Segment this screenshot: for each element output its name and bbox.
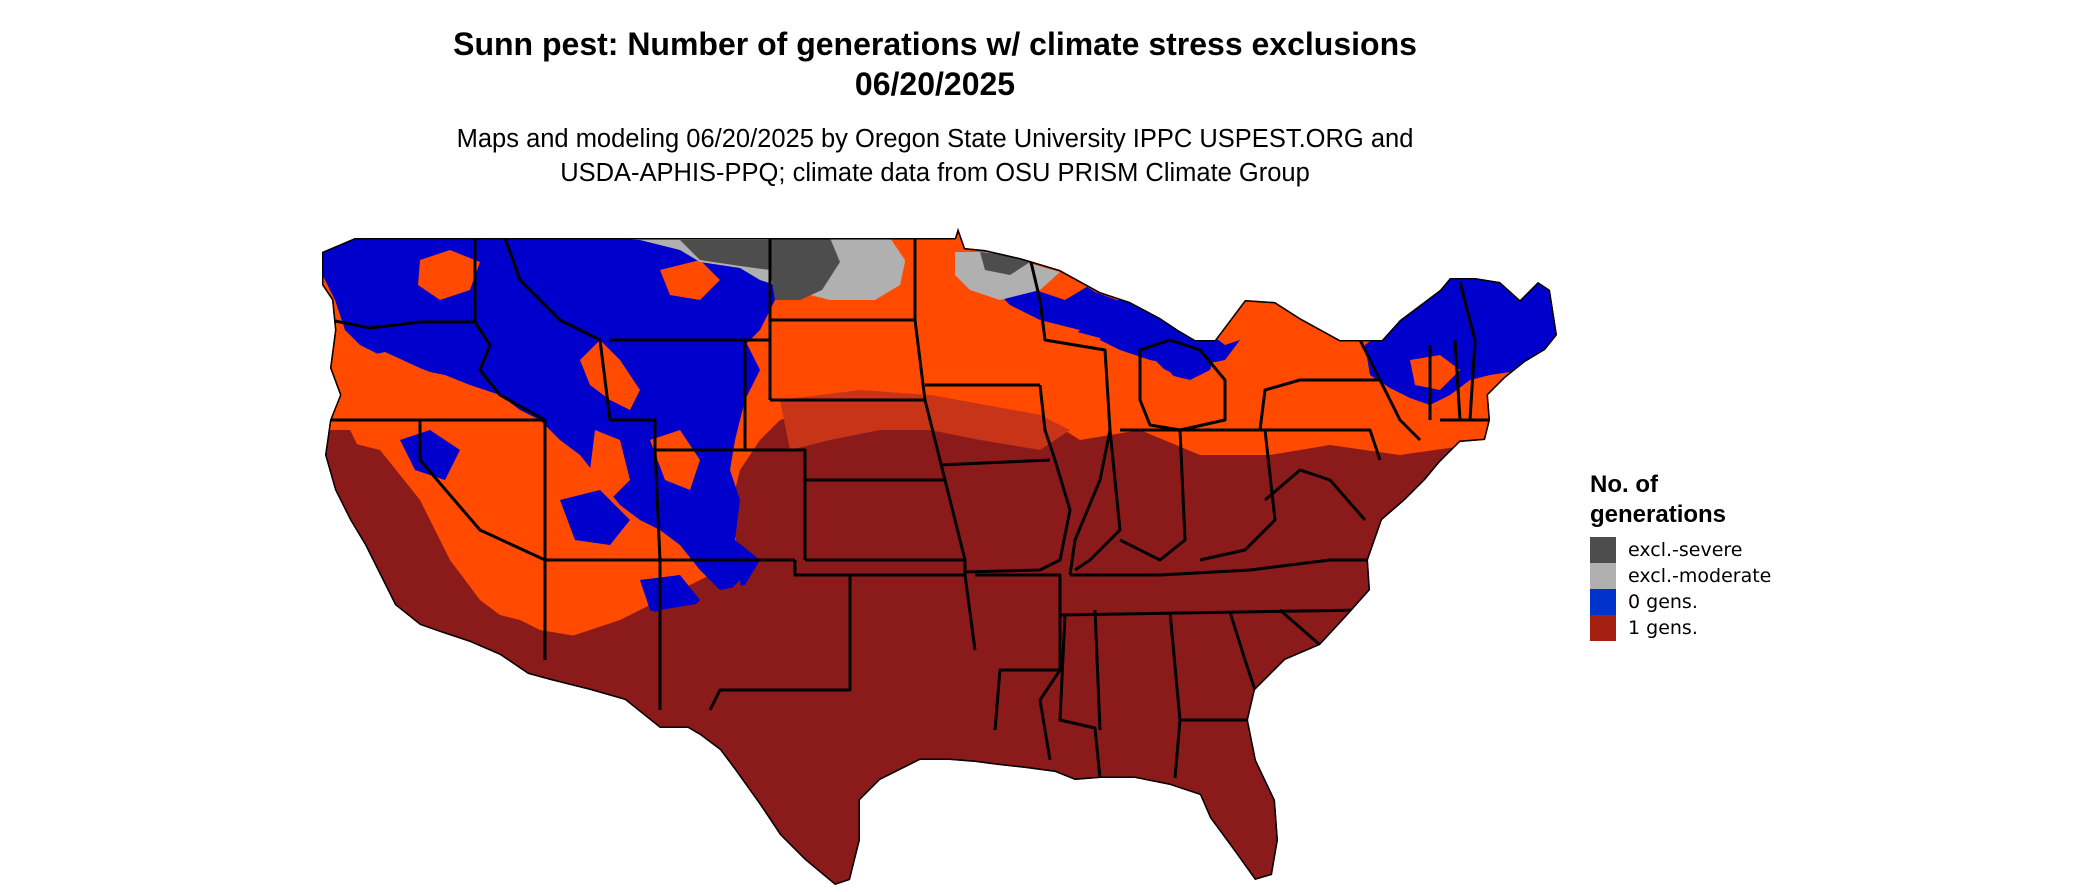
legend-swatch-0-gens <box>1590 589 1616 615</box>
legend-title-line-2: generations <box>1590 501 1727 528</box>
legend-label-0-gens: 0 gens. <box>1628 591 1698 613</box>
legend-item-0-gens: 0 gens. <box>1590 589 1771 615</box>
legend-items: excl.-severe excl.-moderate 0 gens. 1 ge… <box>1590 537 1771 641</box>
title-line-1: Sunn pest: Number of generations w/ clim… <box>453 26 1417 62</box>
legend-title: No. of generations <box>1590 470 1771 530</box>
legend-item-excl-severe: excl.-severe <box>1590 537 1771 563</box>
legend-label-excl-moderate: excl.-moderate <box>1628 565 1772 587</box>
legend-item-excl-moderate: excl.-moderate <box>1590 563 1771 589</box>
map-subtitle: Maps and modeling 06/20/2025 by Oregon S… <box>0 122 1870 190</box>
map-title: Sunn pest: Number of generations w/ clim… <box>0 24 1870 104</box>
subtitle-line-2: USDA-APHIS-PPQ; climate data from OSU PR… <box>560 159 1310 187</box>
legend-swatch-excl-moderate <box>1590 563 1616 589</box>
title-line-2: 06/20/2025 <box>854 66 1016 102</box>
legend: No. of generations excl.-severe excl.-mo… <box>1590 470 1771 641</box>
legend-label-excl-severe: excl.-severe <box>1628 539 1743 561</box>
legend-swatch-1-gens <box>1590 615 1616 641</box>
legend-title-line-1: No. of <box>1590 471 1658 498</box>
legend-label-1-gens: 1 gens. <box>1628 617 1698 639</box>
subtitle-line-1: Maps and modeling 06/20/2025 by Oregon S… <box>456 125 1414 153</box>
legend-item-1-gens: 1 gens. <box>1590 615 1771 641</box>
legend-swatch-excl-severe <box>1590 537 1616 563</box>
